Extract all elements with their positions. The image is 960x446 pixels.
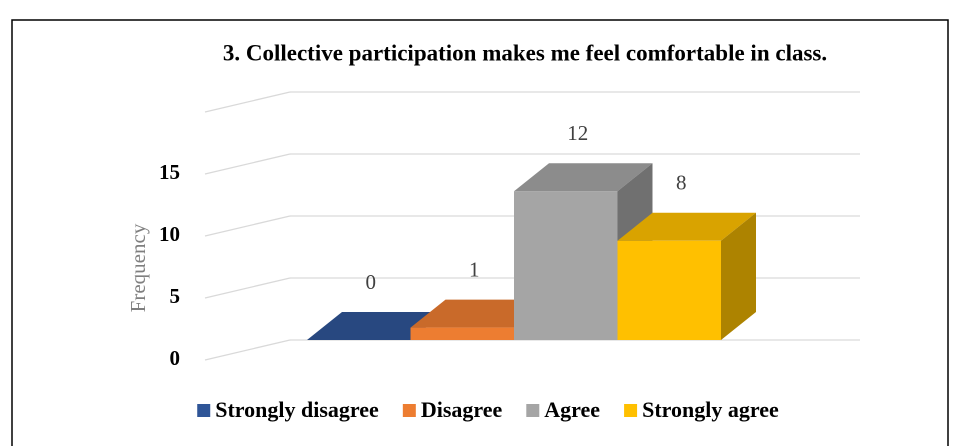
y-tick-label: 10 <box>159 222 180 246</box>
y-tick-label: 0 <box>170 346 181 370</box>
y-axis-label: Frequency <box>126 223 150 312</box>
data-label: 0 <box>366 270 377 294</box>
grid-depth-line <box>204 339 291 361</box>
grid-depth-line <box>204 215 291 237</box>
y-tick-label: 15 <box>159 160 180 184</box>
legend-label: Strongly disagree <box>215 397 379 422</box>
chart-title: 3. Collective participation makes me fee… <box>223 40 827 65</box>
legend-swatch <box>526 404 540 417</box>
legend-swatch <box>197 404 211 417</box>
bar <box>514 191 618 340</box>
data-label: 1 <box>469 257 480 281</box>
bar <box>617 240 721 340</box>
grid-depth-line <box>204 277 291 299</box>
legend-label: Strongly agree <box>642 397 779 422</box>
legend-swatch <box>624 404 638 417</box>
legend-label: Agree <box>544 397 600 422</box>
bar-side <box>721 212 756 340</box>
data-label: 12 <box>567 121 588 145</box>
bar-top <box>617 212 756 241</box>
y-tick-label: 5 <box>170 284 181 308</box>
bar-top <box>514 163 653 192</box>
chart-border <box>11 19 949 446</box>
grid-depth-line <box>204 91 291 113</box>
legend-swatch <box>402 404 416 417</box>
grid-depth-line <box>204 153 291 175</box>
bar <box>410 327 514 340</box>
legend-label: Disagree <box>421 397 503 422</box>
data-label: 8 <box>676 171 687 195</box>
